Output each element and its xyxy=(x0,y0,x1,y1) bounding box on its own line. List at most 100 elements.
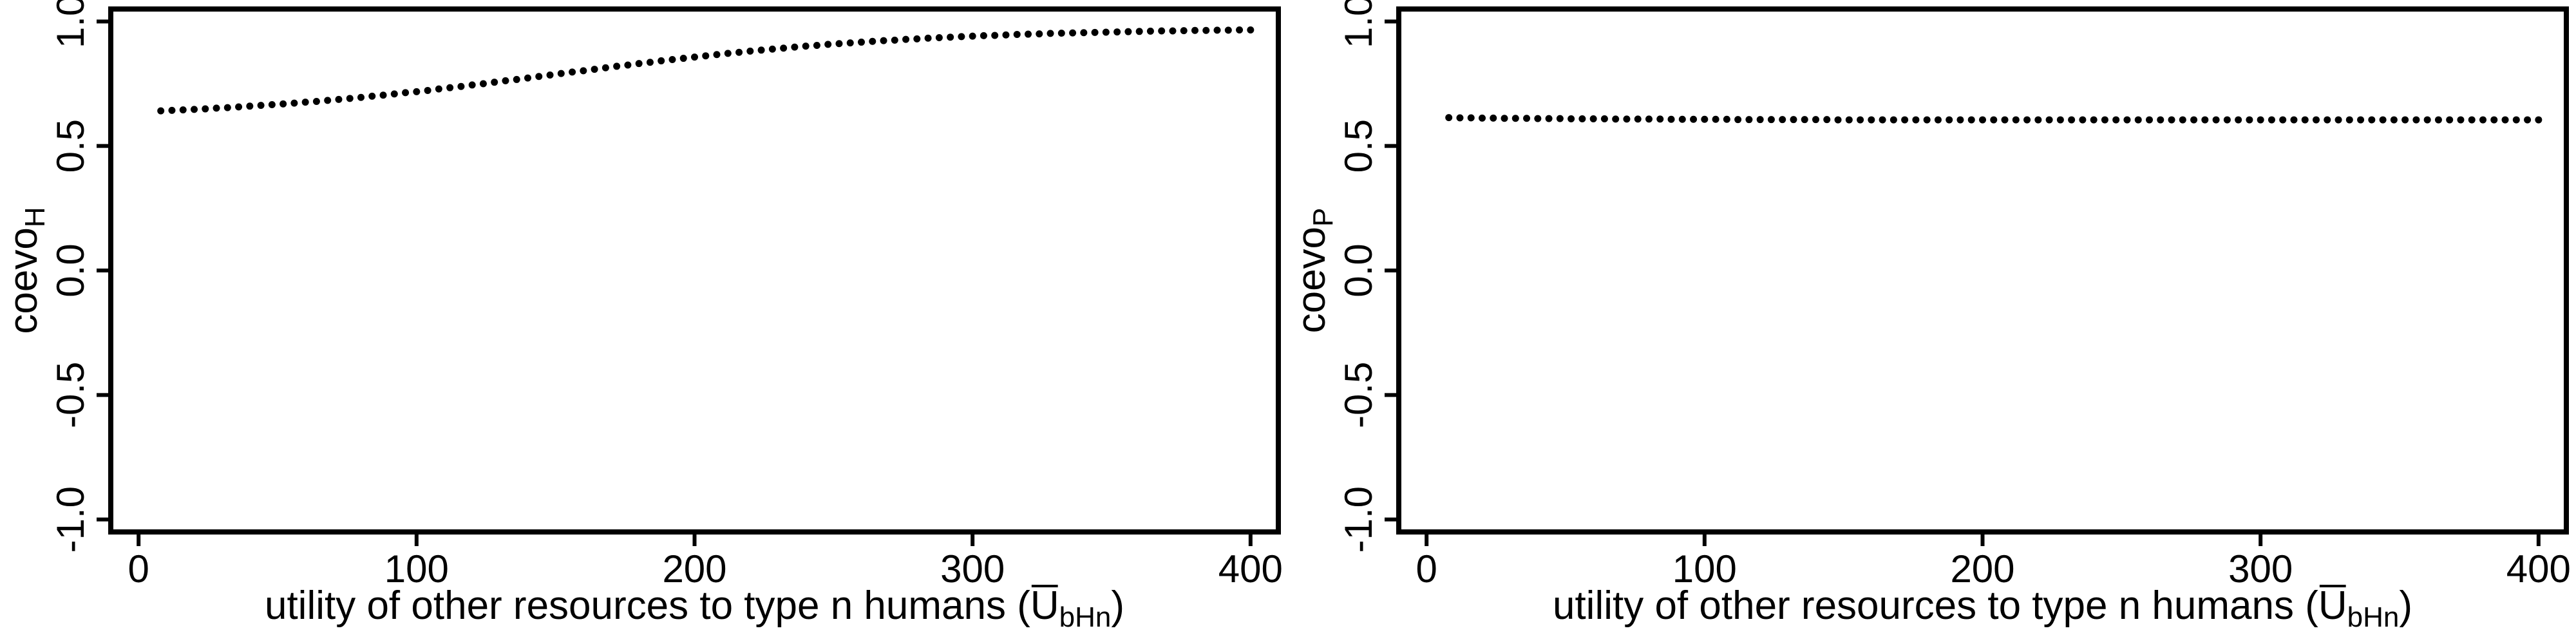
data-point xyxy=(1745,116,1753,124)
data-point xyxy=(902,35,910,43)
data-point xyxy=(735,48,743,56)
data-point xyxy=(1490,114,1497,122)
y-axis-label: coevoP xyxy=(1289,208,1339,334)
x-tick-label: 0 xyxy=(1416,547,1437,591)
data-point xyxy=(1456,114,1464,122)
data-point xyxy=(1912,116,1920,124)
data-point xyxy=(1734,116,1742,124)
data-point xyxy=(1979,116,1986,124)
data-point xyxy=(1623,115,1631,123)
data-point xyxy=(1756,116,1764,124)
data-point xyxy=(2034,116,2042,124)
x-axis-label-close: ) xyxy=(1111,583,1124,628)
data-point xyxy=(1135,28,1143,35)
data-point xyxy=(2068,116,2076,124)
series-left-0 xyxy=(157,26,1255,115)
y-tick-label: -1.0 xyxy=(49,486,92,553)
data-point xyxy=(713,51,721,59)
data-point xyxy=(802,43,810,50)
data-point xyxy=(223,104,231,111)
data-point xyxy=(791,43,799,51)
data-point xyxy=(413,88,421,95)
data-point xyxy=(679,55,687,62)
data-point xyxy=(1080,29,1088,37)
data-point xyxy=(1169,27,1177,35)
data-point xyxy=(1690,115,1698,123)
data-point xyxy=(2446,116,2454,124)
data-point xyxy=(2313,116,2320,124)
data-point xyxy=(257,102,265,109)
data-point xyxy=(2212,116,2220,124)
data-point xyxy=(1723,115,1730,123)
y-axis-label-text: coevo xyxy=(1289,227,1334,333)
y-axis-label-text: coevo xyxy=(1,227,46,334)
data-point xyxy=(2412,116,2420,124)
data-point xyxy=(1146,27,1154,35)
data-point xyxy=(1589,115,1597,123)
data-point xyxy=(613,62,621,70)
data-point xyxy=(1901,116,1909,124)
data-point xyxy=(2501,116,2509,124)
data-point xyxy=(1057,30,1065,37)
x-tick-label: 100 xyxy=(384,547,449,591)
data-point xyxy=(457,82,465,90)
data-point xyxy=(279,100,287,108)
y-axis-label-subscript: H xyxy=(19,207,51,227)
data-point xyxy=(1923,116,1931,124)
data-point xyxy=(668,55,676,63)
data-point xyxy=(1236,26,1244,33)
data-point xyxy=(858,38,865,46)
data-point xyxy=(2524,116,2532,124)
data-point xyxy=(546,71,554,79)
data-point xyxy=(913,35,921,43)
data-point xyxy=(213,104,220,112)
data-point xyxy=(2168,116,2175,124)
x-axis-label-text: utility of other resources to type n hum… xyxy=(265,583,1059,628)
data-point xyxy=(1779,116,1786,124)
data-point xyxy=(880,37,887,44)
data-point xyxy=(980,32,987,39)
data-point xyxy=(1113,28,1121,36)
data-point xyxy=(2223,116,2231,124)
x-tick-label: 0 xyxy=(128,547,149,591)
data-point xyxy=(1036,30,1043,38)
data-point xyxy=(2368,116,2376,124)
data-point xyxy=(2123,116,2131,124)
data-point xyxy=(479,80,487,88)
data-point xyxy=(2190,116,2198,124)
data-point xyxy=(2290,116,2298,124)
data-point xyxy=(2357,116,2365,124)
x-axis-label: utility of other resources to type n hum… xyxy=(265,583,1124,633)
data-point xyxy=(1934,116,1942,124)
data-point xyxy=(491,79,498,86)
data-point xyxy=(2490,116,2498,124)
data-point xyxy=(2235,116,2242,124)
data-point xyxy=(569,68,576,76)
data-point xyxy=(1656,115,1664,123)
data-point xyxy=(290,99,298,107)
data-point xyxy=(2246,116,2253,124)
data-point xyxy=(2056,116,2064,124)
data-point xyxy=(1567,115,1575,123)
data-point xyxy=(658,57,665,64)
y-axis-label-subscript: P xyxy=(1307,208,1339,227)
data-point xyxy=(246,102,254,110)
series-right-0 xyxy=(1445,114,2543,124)
data-point xyxy=(2157,116,2164,124)
data-point xyxy=(2134,116,2142,124)
data-point xyxy=(368,92,376,100)
data-point xyxy=(1767,116,1775,124)
x-tick-label: 400 xyxy=(2506,547,2571,591)
data-point xyxy=(746,47,754,55)
data-point xyxy=(624,61,632,69)
data-point xyxy=(1801,116,1808,124)
data-point xyxy=(1467,114,1475,122)
data-point xyxy=(357,93,365,101)
data-point xyxy=(1667,115,1675,123)
data-point xyxy=(502,77,509,84)
data-point xyxy=(1002,31,1010,39)
data-point xyxy=(446,84,454,91)
data-point xyxy=(1556,115,1564,122)
data-point xyxy=(1990,116,1998,124)
